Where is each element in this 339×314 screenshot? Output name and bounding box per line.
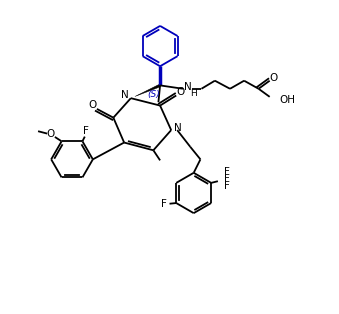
Text: O: O xyxy=(88,100,96,110)
Text: F: F xyxy=(161,199,166,209)
Text: F: F xyxy=(83,126,89,136)
Text: N: N xyxy=(174,123,182,133)
Text: O: O xyxy=(177,87,185,97)
Text: (S): (S) xyxy=(147,89,160,99)
Text: N: N xyxy=(184,82,192,92)
Text: F: F xyxy=(224,167,230,177)
Text: OH: OH xyxy=(279,95,295,105)
Text: O: O xyxy=(270,73,278,83)
Text: O: O xyxy=(46,128,55,138)
Text: N: N xyxy=(121,90,129,100)
Text: H: H xyxy=(190,89,197,98)
Text: F: F xyxy=(224,174,230,183)
Text: F: F xyxy=(224,181,230,191)
Polygon shape xyxy=(135,84,160,96)
